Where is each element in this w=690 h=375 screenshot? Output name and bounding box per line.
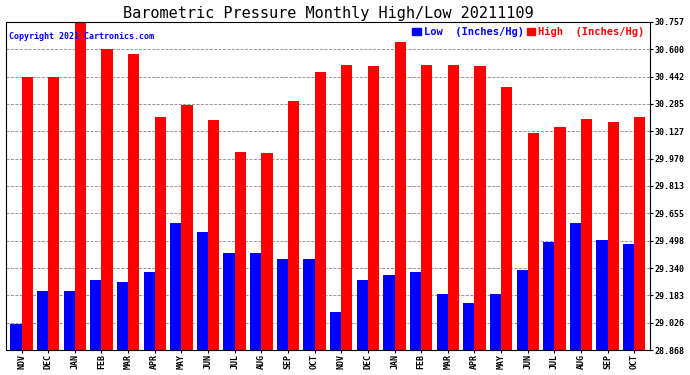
Bar (596, 240, 608, 350)
Bar (75, 21, 86, 350)
Bar (634, 117, 645, 350)
Bar (368, 66, 379, 350)
Bar (304, 260, 315, 350)
Bar (197, 232, 208, 350)
Bar (208, 120, 219, 350)
Bar (437, 294, 448, 350)
Bar (37, 291, 48, 350)
Bar (543, 242, 554, 350)
Bar (421, 64, 433, 350)
Bar (581, 118, 592, 350)
Bar (235, 152, 246, 350)
Bar (144, 272, 155, 350)
Bar (288, 101, 299, 350)
Bar (384, 275, 395, 350)
Legend: Low  (Inches/Hg), High  (Inches/Hg): Low (Inches/Hg), High (Inches/Hg) (408, 23, 649, 42)
Bar (570, 223, 581, 350)
Bar (48, 77, 59, 350)
Bar (517, 270, 528, 350)
Bar (250, 252, 262, 350)
Title: Barometric Pressure Monthly High/Low 20211109: Barometric Pressure Monthly High/Low 202… (123, 6, 533, 21)
Bar (128, 54, 139, 350)
Bar (410, 272, 421, 350)
Bar (623, 244, 634, 350)
Bar (21, 77, 32, 350)
Bar (181, 105, 193, 350)
Bar (448, 64, 459, 350)
Bar (277, 260, 288, 350)
Bar (463, 303, 475, 350)
Bar (10, 324, 21, 350)
Bar (554, 127, 566, 350)
Bar (63, 291, 75, 350)
Bar (490, 294, 501, 350)
Bar (117, 282, 128, 350)
Bar (528, 132, 539, 350)
Bar (475, 66, 486, 350)
Bar (90, 280, 101, 350)
Bar (608, 122, 619, 350)
Text: Copyright 2021 Cartronics.com: Copyright 2021 Cartronics.com (9, 32, 154, 40)
Bar (262, 153, 273, 350)
Bar (224, 252, 235, 350)
Bar (342, 64, 353, 350)
Bar (155, 117, 166, 350)
Bar (330, 312, 342, 350)
Bar (501, 87, 512, 350)
Bar (101, 49, 112, 350)
Bar (315, 72, 326, 350)
Bar (357, 280, 368, 350)
Bar (395, 42, 406, 350)
Bar (170, 223, 181, 350)
